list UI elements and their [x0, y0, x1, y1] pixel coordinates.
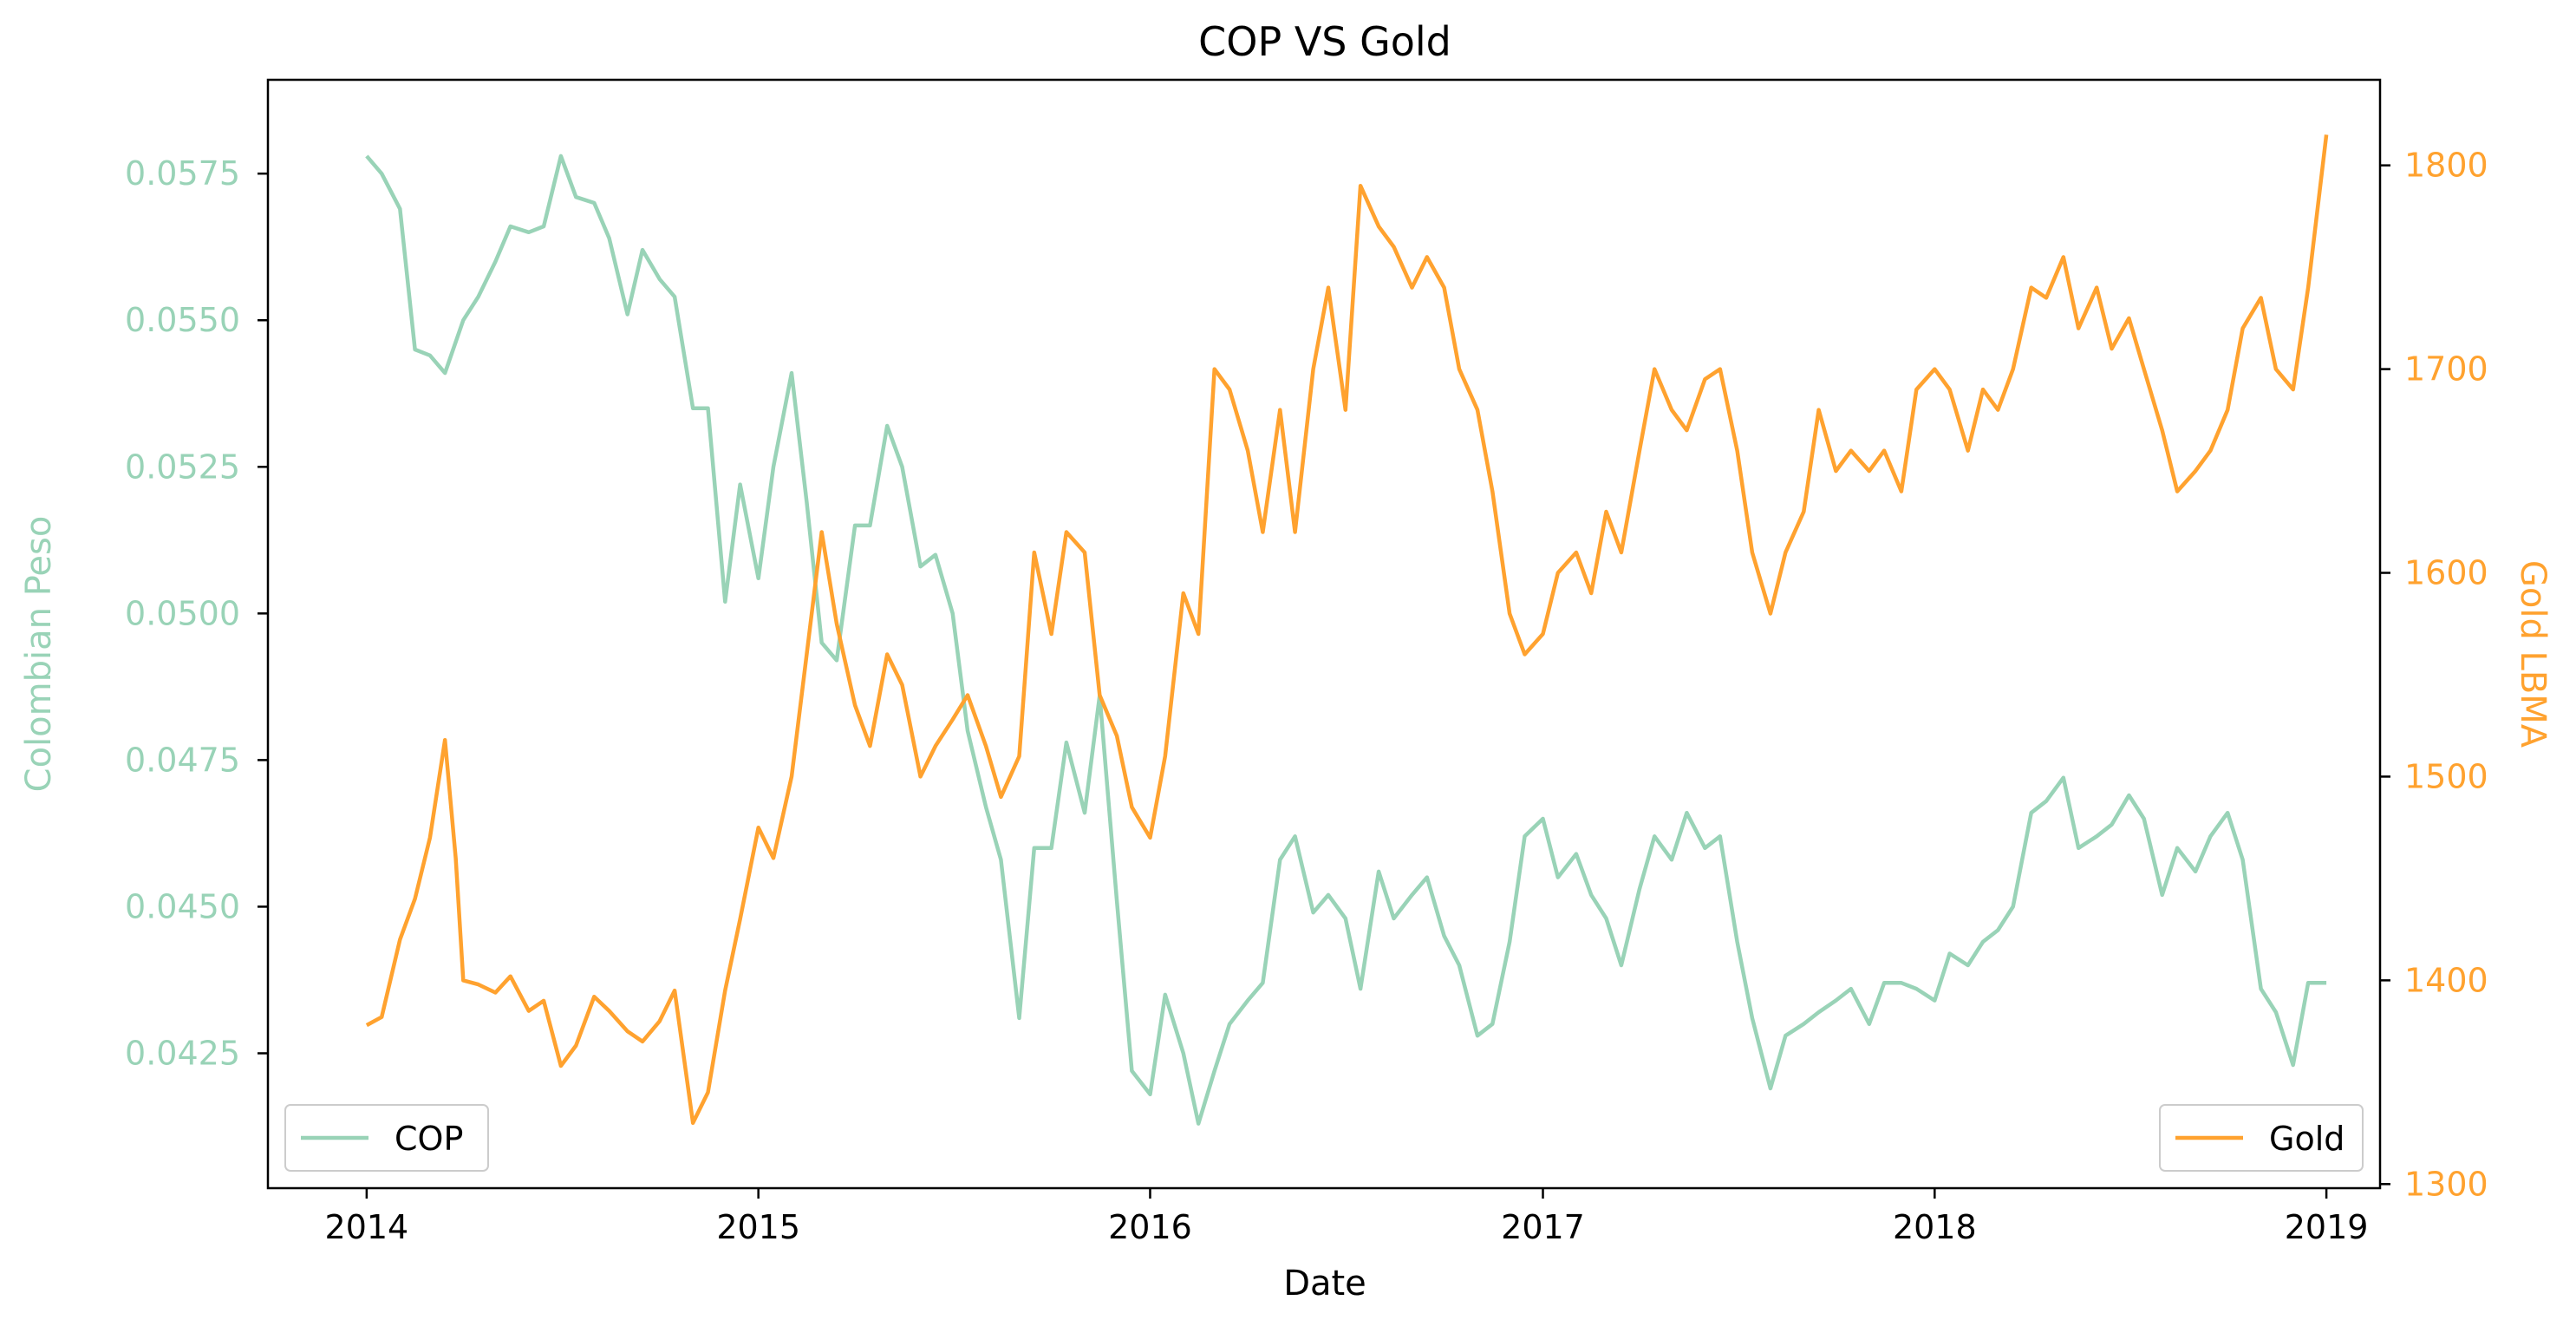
left-tick-label: 0.0475: [125, 741, 240, 779]
right-tick-label: 1500: [2404, 757, 2488, 795]
left-tick-label: 0.0500: [125, 594, 240, 632]
left-tick-label: 0.0525: [125, 448, 240, 486]
left-tick-label: 0.0575: [125, 154, 240, 193]
x-tick-label: 2017: [1501, 1208, 1585, 1246]
legend-box: [2159, 1104, 2364, 1172]
chart-title: COP VS Gold: [1198, 18, 1451, 65]
right-tick-label: 1600: [2404, 554, 2488, 592]
right-tick-label: 1400: [2404, 961, 2488, 999]
series-line-cop: [365, 154, 2327, 1126]
right-tick-label: 1300: [2404, 1165, 2488, 1203]
x-tick-label: 2018: [1893, 1208, 1977, 1246]
left-tick-label: 0.0425: [125, 1034, 240, 1072]
legend-box: [284, 1104, 489, 1172]
right-tick-label: 1800: [2404, 147, 2488, 185]
axes-layer: 2014 2015 2016 2017 2018 2019 0.0425 0.0450 0.04…: [125, 78, 2488, 1246]
x-tick-label: 2014: [325, 1208, 409, 1246]
left-axis-title: Colombian Peso: [19, 516, 59, 793]
legend-gold: Gold: [2159, 1104, 2364, 1172]
x-axis-title: Date: [1283, 1264, 1366, 1304]
x-tick-label: 2019: [2285, 1208, 2369, 1246]
x-tick-label: 2015: [716, 1208, 800, 1246]
legend-label: COP: [395, 1120, 463, 1158]
left-tick-label: 0.0450: [125, 887, 240, 925]
legend-label: Gold: [2269, 1120, 2344, 1158]
right-axis-title: Gold LBMA: [2513, 560, 2553, 748]
right-tick-label: 1700: [2404, 350, 2488, 389]
legend-cop: COP: [284, 1104, 489, 1172]
x-tick-label: 2016: [1108, 1208, 1192, 1246]
series-line-gold: [365, 134, 2329, 1126]
series-layer: [365, 134, 2329, 1126]
legend-layer: COP Gold: [284, 1104, 2364, 1172]
plot-frame: [266, 78, 2382, 1190]
left-tick-label: 0.0550: [125, 301, 240, 339]
